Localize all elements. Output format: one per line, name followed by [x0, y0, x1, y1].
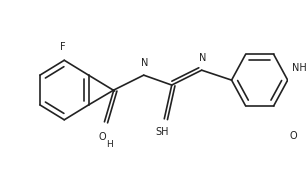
Text: F: F	[60, 42, 65, 52]
Text: H: H	[106, 140, 112, 149]
Text: N: N	[199, 53, 206, 63]
Text: NH: NH	[292, 63, 307, 73]
Text: O: O	[99, 132, 107, 142]
Text: N: N	[141, 58, 148, 68]
Text: O: O	[290, 131, 297, 141]
Text: SH: SH	[156, 127, 169, 137]
